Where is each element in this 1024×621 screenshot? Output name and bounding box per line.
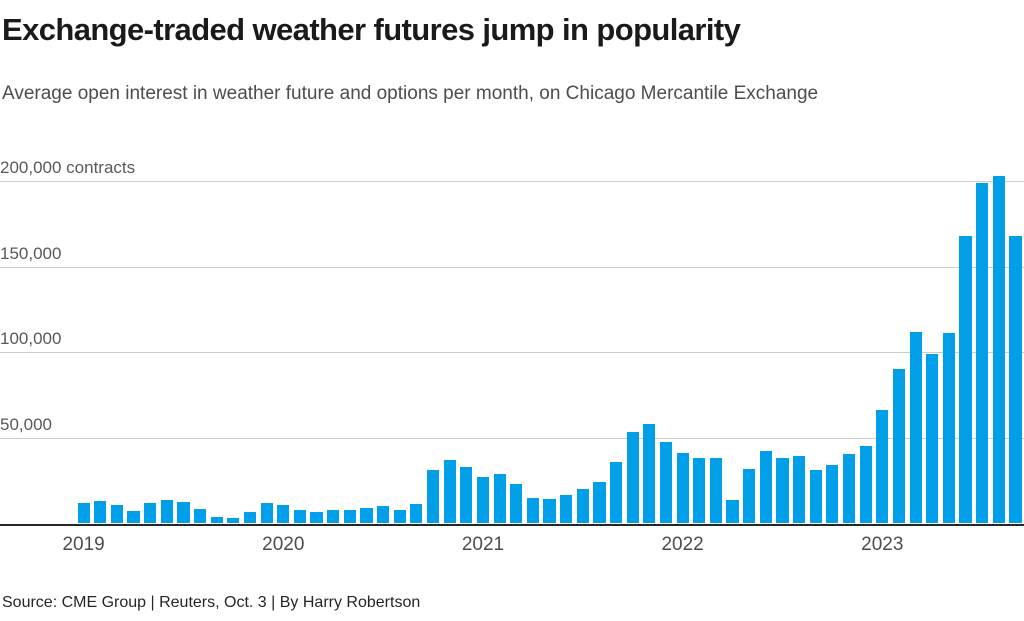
bar-2019-12 (260, 502, 273, 524)
bar-2019-02 (94, 501, 107, 524)
bar-2023-04 (926, 354, 939, 524)
bar-2019-07 (177, 502, 190, 524)
bar-2021-07 (576, 489, 589, 524)
bar-2022-09 (809, 470, 822, 524)
y-axis-tick-label: 200,000 contracts (0, 158, 136, 178)
bar-2020-10 (426, 469, 440, 524)
bar-2020-08 (393, 509, 406, 524)
x-axis-year-label: 2020 (262, 534, 305, 555)
bar-2022-06 (759, 450, 772, 524)
bar-2019-01 (77, 502, 90, 524)
bar-2020-06 (360, 508, 373, 524)
bar-2021-06 (560, 495, 573, 524)
bar-2023-08 (992, 175, 1005, 524)
bar-chart-plot: 200,000 contracts 150,000 100,000 50,000 201… (0, 150, 1024, 560)
bar-2020-05 (343, 509, 356, 524)
source-credit: Source: CME Group | Reuters, Oct. 3 | By… (2, 594, 421, 611)
y-gridline (0, 352, 1024, 354)
bar-2022-11 (842, 454, 856, 524)
bar-2021-10 (626, 431, 639, 524)
bar-2021-03 (510, 484, 523, 524)
bar-2021-02 (493, 473, 506, 524)
bar-2023-07 (976, 182, 989, 524)
bar-2021-09 (609, 461, 623, 524)
bar-2019-11 (243, 511, 257, 524)
bar-2021-11 (643, 424, 656, 524)
y-axis-tick-label: 150,000 (0, 243, 62, 263)
bar-2022-07 (776, 457, 789, 524)
bar-2020-03 (310, 512, 323, 524)
bar-2022-08 (793, 455, 806, 524)
bar-2019-05 (144, 502, 157, 524)
bar-2019-10 (227, 517, 240, 524)
bar-2023-02 (892, 369, 906, 524)
bar-2020-11 (443, 460, 456, 524)
x-axis-year-label: 2019 (62, 534, 105, 555)
bar-2022-04 (726, 500, 739, 524)
y-axis-tick-label: 50,000 (0, 414, 52, 434)
x-axis-year-label: 2023 (861, 534, 904, 555)
bar-2019-08 (193, 508, 207, 524)
bar-2021-04 (526, 497, 539, 524)
y-gridline (0, 181, 1024, 183)
bar-2022-02 (693, 458, 706, 524)
bar-2022-10 (826, 465, 839, 524)
bar-2022-12 (859, 445, 872, 524)
y-axis-tick-label: 100,000 (0, 329, 62, 349)
bar-2022-03 (709, 458, 722, 524)
x-axis-line (0, 523, 1024, 526)
bar-2023-03 (909, 331, 922, 524)
bar-2020-09 (410, 503, 423, 524)
bar-2020-12 (460, 467, 473, 524)
bar-2019-06 (160, 499, 173, 524)
bar-2020-01 (277, 504, 290, 524)
bar-2019-04 (127, 510, 140, 524)
bar-2021-08 (593, 482, 606, 524)
y-gridline (0, 437, 1024, 439)
bar-2019-09 (210, 516, 223, 524)
bar-2023-06 (959, 235, 972, 524)
bar-2019-03 (110, 504, 123, 524)
y-gridline (0, 266, 1024, 268)
bar-2021-12 (659, 442, 673, 524)
bar-2020-04 (327, 509, 340, 524)
bar-2021-05 (543, 498, 556, 524)
chart-title: Exchange-traded weather futures jump in … (2, 12, 741, 47)
bar-2021-01 (476, 477, 490, 524)
chart-subtitle: Average open interest in weather future … (2, 83, 819, 104)
x-axis-year-label: 2022 (661, 534, 704, 555)
x-axis-year-label: 2021 (461, 534, 505, 555)
bar-2022-05 (743, 468, 756, 524)
bar-2020-07 (377, 505, 390, 524)
bar-2023-01 (876, 409, 889, 524)
bar-2023-09 (1009, 235, 1022, 524)
bar-2022-01 (676, 453, 689, 524)
bar-2020-02 (293, 509, 306, 524)
bar-2023-05 (942, 333, 955, 524)
